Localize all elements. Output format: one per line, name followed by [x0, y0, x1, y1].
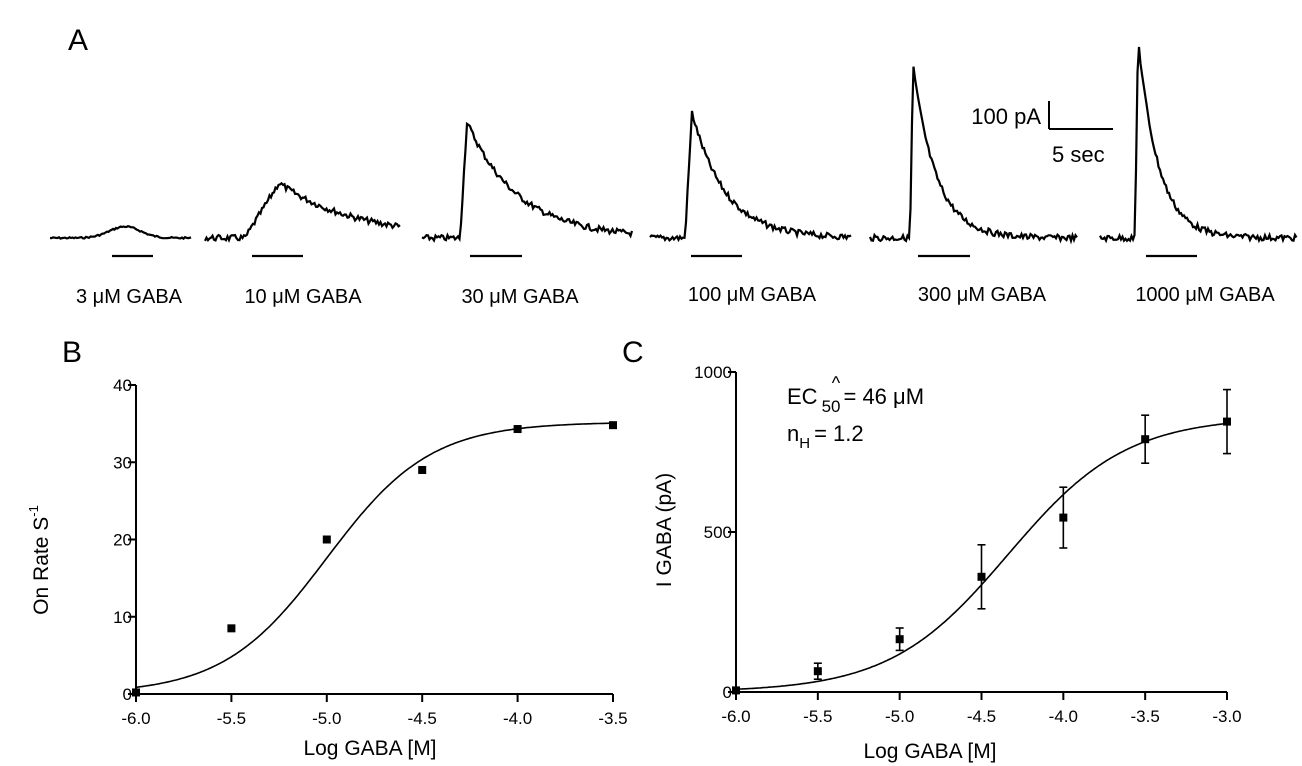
- svg-text:On Rate S-1: On Rate S-1: [26, 505, 53, 615]
- hill-coefficient-label: nH = 1.2: [787, 421, 864, 452]
- x-tick-label: -3.0: [1212, 707, 1241, 726]
- current-traces: [49, 46, 1298, 258]
- x-tick-label: -4.0: [1049, 707, 1078, 726]
- ec50-label: EC 50 = 46 μM: [787, 384, 924, 416]
- trace-label-1000uM: 1000 μM GABA: [1135, 284, 1275, 306]
- current-trace: [649, 110, 852, 243]
- ec50-hat: ^: [832, 373, 841, 393]
- x-tick-label: -4.5: [408, 709, 437, 728]
- data-point: [1059, 513, 1068, 522]
- trace-label-300uM: 300 μM GABA: [918, 284, 1047, 306]
- chart-c-ylabel: I GABA (pA): [653, 473, 676, 587]
- chart-c-xlabel: Log GABA [M]: [863, 740, 996, 763]
- x-tick-label: -6.0: [121, 709, 150, 728]
- y-tick-label: 1000: [694, 363, 732, 382]
- x-tick-label: -6.0: [721, 707, 750, 726]
- scale-bar-time-label: 5 sec: [1052, 142, 1105, 167]
- data-point: [418, 465, 427, 474]
- trace-labels: 3 μM GABA 10 μM GABA 30 μM GABA 100 μM G…: [76, 284, 1275, 308]
- x-tick-label: -5.0: [312, 709, 341, 728]
- panel-a-letter: A: [68, 24, 88, 57]
- panel-b: B Log GABA [M] On Rate S-1 -6.0 -5.5 -5.0 -…: [26, 336, 628, 760]
- data-point: [895, 635, 904, 644]
- chart-b: Log GABA [M] On Rate S-1 -6.0 -5.5 -5.0 -4.…: [26, 376, 628, 760]
- y-tick-label: 30: [113, 453, 132, 472]
- y-tick-label: 20: [113, 531, 132, 550]
- x-tick-label: -3.5: [1131, 707, 1160, 726]
- y-tick-label: 500: [704, 523, 732, 542]
- data-point: [813, 667, 822, 676]
- data-point: [977, 572, 986, 581]
- chart-c-annotation: EC 50 = 46 μM ^ nH = 1.2: [787, 373, 924, 452]
- current-trace: [1099, 46, 1298, 244]
- data-point: [609, 421, 617, 430]
- current-trace: [49, 225, 192, 241]
- current-trace: [421, 121, 634, 243]
- data-point: [1223, 417, 1231, 426]
- data-point: [227, 624, 236, 633]
- trace-label-100uM: 100 μM GABA: [688, 284, 817, 306]
- x-tick-label: -4.0: [503, 709, 532, 728]
- y-tick-label: 40: [113, 376, 132, 395]
- data-point: [732, 686, 740, 695]
- panel-b-letter: B: [62, 336, 82, 369]
- panel-c: C Log GABA [M] I GABA (pA) EC 50 = 46 μM ^…: [622, 336, 1242, 763]
- trace-label-30uM: 30 μM GABA: [461, 286, 579, 308]
- data-point: [322, 535, 331, 544]
- y-tick-label: 0: [723, 683, 732, 702]
- chart-b-xlabel: Log GABA [M]: [303, 737, 436, 760]
- y-tick-label: 0: [123, 685, 132, 704]
- y-tick-label: 10: [113, 608, 132, 627]
- current-trace: [204, 181, 401, 243]
- panel-c-letter: C: [622, 336, 644, 369]
- chart-c: Log GABA [M] I GABA (pA) EC 50 = 46 μM ^ n…: [653, 363, 1242, 763]
- x-tick-label: -5.5: [217, 709, 246, 728]
- scale-bar-current-label: 100 pA: [971, 104, 1041, 129]
- panel-a: A 100 pA 5 sec 3 μM GABA 10 μM GABA 30 μ…: [49, 24, 1298, 308]
- scale-bar: 100 pA 5 sec: [971, 101, 1113, 167]
- trace-label-10uM: 10 μM GABA: [244, 286, 362, 308]
- chart-b-ylabel: On Rate S-1: [26, 505, 53, 615]
- fit-curve: [135, 422, 613, 689]
- x-tick-label: -5.0: [885, 707, 914, 726]
- data-point: [1141, 435, 1150, 444]
- data-point: [132, 688, 140, 697]
- x-tick-label: -3.5: [598, 709, 627, 728]
- data-point: [513, 425, 522, 434]
- current-trace: [868, 66, 1078, 245]
- x-tick-label: -4.5: [967, 707, 996, 726]
- x-tick-label: -5.5: [803, 707, 832, 726]
- trace-label-3uM: 3 μM GABA: [76, 286, 183, 308]
